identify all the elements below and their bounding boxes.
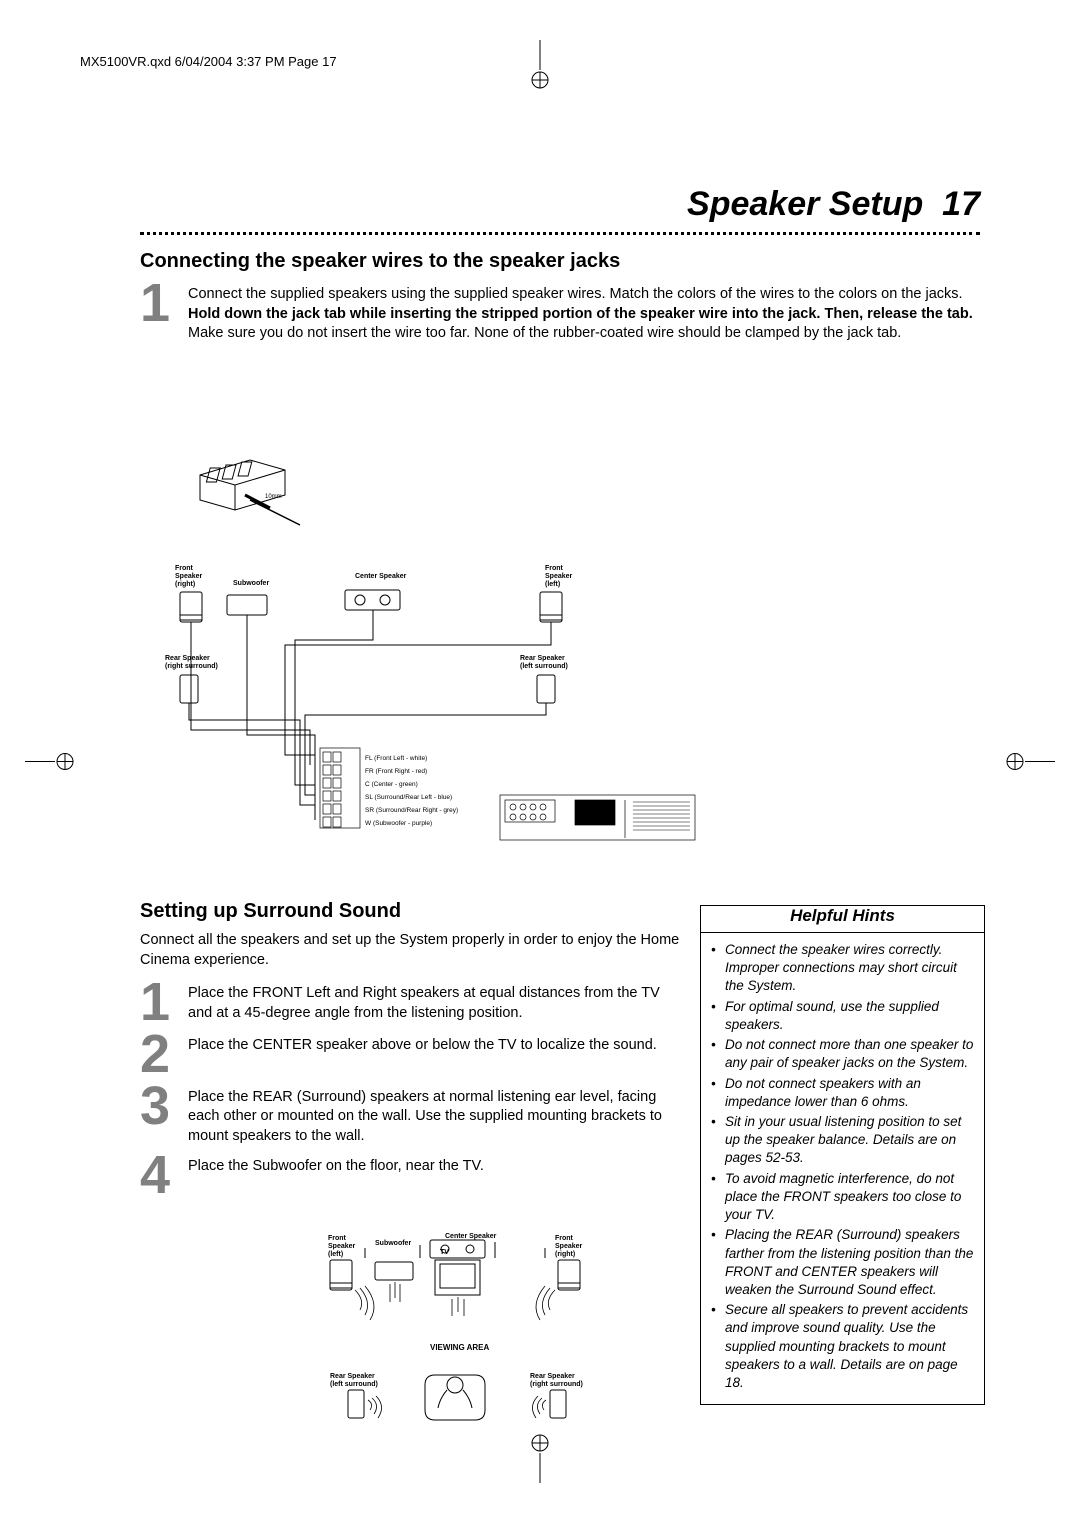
step-number-3: 3: [140, 1084, 188, 1130]
svg-text:FL (Front Left - white): FL (Front Left - white): [365, 755, 427, 762]
reg-mark-right: [1005, 747, 1055, 782]
hint-item: To avoid magnetic interference, do not p…: [711, 1170, 974, 1225]
hints-box: Helpful Hints Connect the speaker wires …: [700, 905, 985, 1405]
svg-text:FrontSpeaker(right): FrontSpeaker(right): [175, 565, 203, 588]
svg-text:W (Subwoofer - purple): W (Subwoofer - purple): [365, 820, 432, 827]
step-number-1: 1: [140, 281, 188, 327]
svg-text:C (Center - green): C (Center - green): [365, 781, 418, 788]
svg-text:Center Speaker: Center Speaker: [355, 573, 407, 580]
heading-connecting: Connecting the speaker wires to the spea…: [140, 250, 980, 273]
hint-item: Do not connect speakers with an impedanc…: [711, 1075, 974, 1111]
step-text-2: Place the CENTER speaker above or below …: [188, 1032, 657, 1056]
step-text-3: Place the REAR (Surround) speakers at no…: [188, 1084, 680, 1147]
hints-list: Connect the speaker wires correctly. Imp…: [711, 941, 974, 1392]
crop-mark-top: [525, 40, 555, 95]
hint-item: Sit in your usual listening position to …: [711, 1113, 974, 1168]
diagram-room-layout: FrontSpeaker(left) Subwoofer Center Spea…: [310, 1230, 630, 1460]
step-text-4: Place the Subwoofer on the floor, near t…: [188, 1153, 484, 1177]
title-section: Speaker Setup 17: [687, 185, 980, 224]
step-number-4: 4: [140, 1153, 188, 1199]
diagram-jack-closeup: 10mm: [190, 450, 310, 530]
dotted-divider: [140, 232, 980, 235]
heading-surround: Setting up Surround Sound: [140, 900, 680, 923]
svg-text:FrontSpeaker(left): FrontSpeaker(left): [545, 565, 573, 588]
svg-text:Rear Speaker(left surround): Rear Speaker(left surround): [520, 655, 568, 670]
hint-item: Do not connect more than one speaker to …: [711, 1036, 974, 1072]
section-surround: Setting up Surround Sound Connect all th…: [140, 900, 680, 1204]
svg-text:VIEWING AREA: VIEWING AREA: [430, 1343, 489, 1352]
svg-text:SL (Surround/Rear Left - blue): SL (Surround/Rear Left - blue): [365, 794, 452, 801]
hint-item: For optimal sound, use the supplied spea…: [711, 998, 974, 1034]
intro-text: Connect all the speakers and set up the …: [140, 931, 680, 970]
hint-item: Placing the REAR (Surround) speakers far…: [711, 1226, 974, 1299]
page-header: MX5100VR.qxd 6/04/2004 3:37 PM Page 17: [80, 54, 337, 69]
svg-text:Center Speaker: Center Speaker: [445, 1233, 497, 1240]
svg-text:FrontSpeaker(left): FrontSpeaker(left): [328, 1235, 356, 1258]
svg-text:FR (Front Right - red): FR (Front Right - red): [365, 768, 427, 775]
step-text-1: Place the FRONT Left and Right speakers …: [188, 980, 680, 1023]
reg-mark-left: [25, 747, 75, 782]
step-number-1b: 1: [140, 980, 188, 1026]
hint-item: Connect the speaker wires correctly. Imp…: [711, 941, 974, 996]
svg-text:SR (Surround/Rear Right - grey: SR (Surround/Rear Right - grey): [365, 807, 458, 814]
hints-title: Helpful Hints: [701, 906, 984, 933]
step-number-2: 2: [140, 1032, 188, 1078]
svg-text:10mm: 10mm: [265, 494, 282, 500]
step-text: Connect the supplied speakers using the …: [188, 281, 980, 344]
svg-text:Subwoofer: Subwoofer: [233, 580, 269, 587]
diagram-wiring: FrontSpeaker(right) Subwoofer Center Spe…: [155, 560, 715, 855]
hint-item: Secure all speakers to prevent accidents…: [711, 1301, 974, 1392]
svg-text:FrontSpeaker(right): FrontSpeaker(right): [555, 1235, 583, 1258]
svg-text:Rear Speaker(right surround): Rear Speaker(right surround): [530, 1373, 583, 1388]
section-connecting: Connecting the speaker wires to the spea…: [140, 250, 980, 350]
svg-text:Rear Speaker(left surround): Rear Speaker(left surround): [330, 1373, 378, 1388]
section-title: Speaker Setup 17: [687, 185, 980, 223]
svg-text:Subwoofer: Subwoofer: [375, 1240, 411, 1247]
